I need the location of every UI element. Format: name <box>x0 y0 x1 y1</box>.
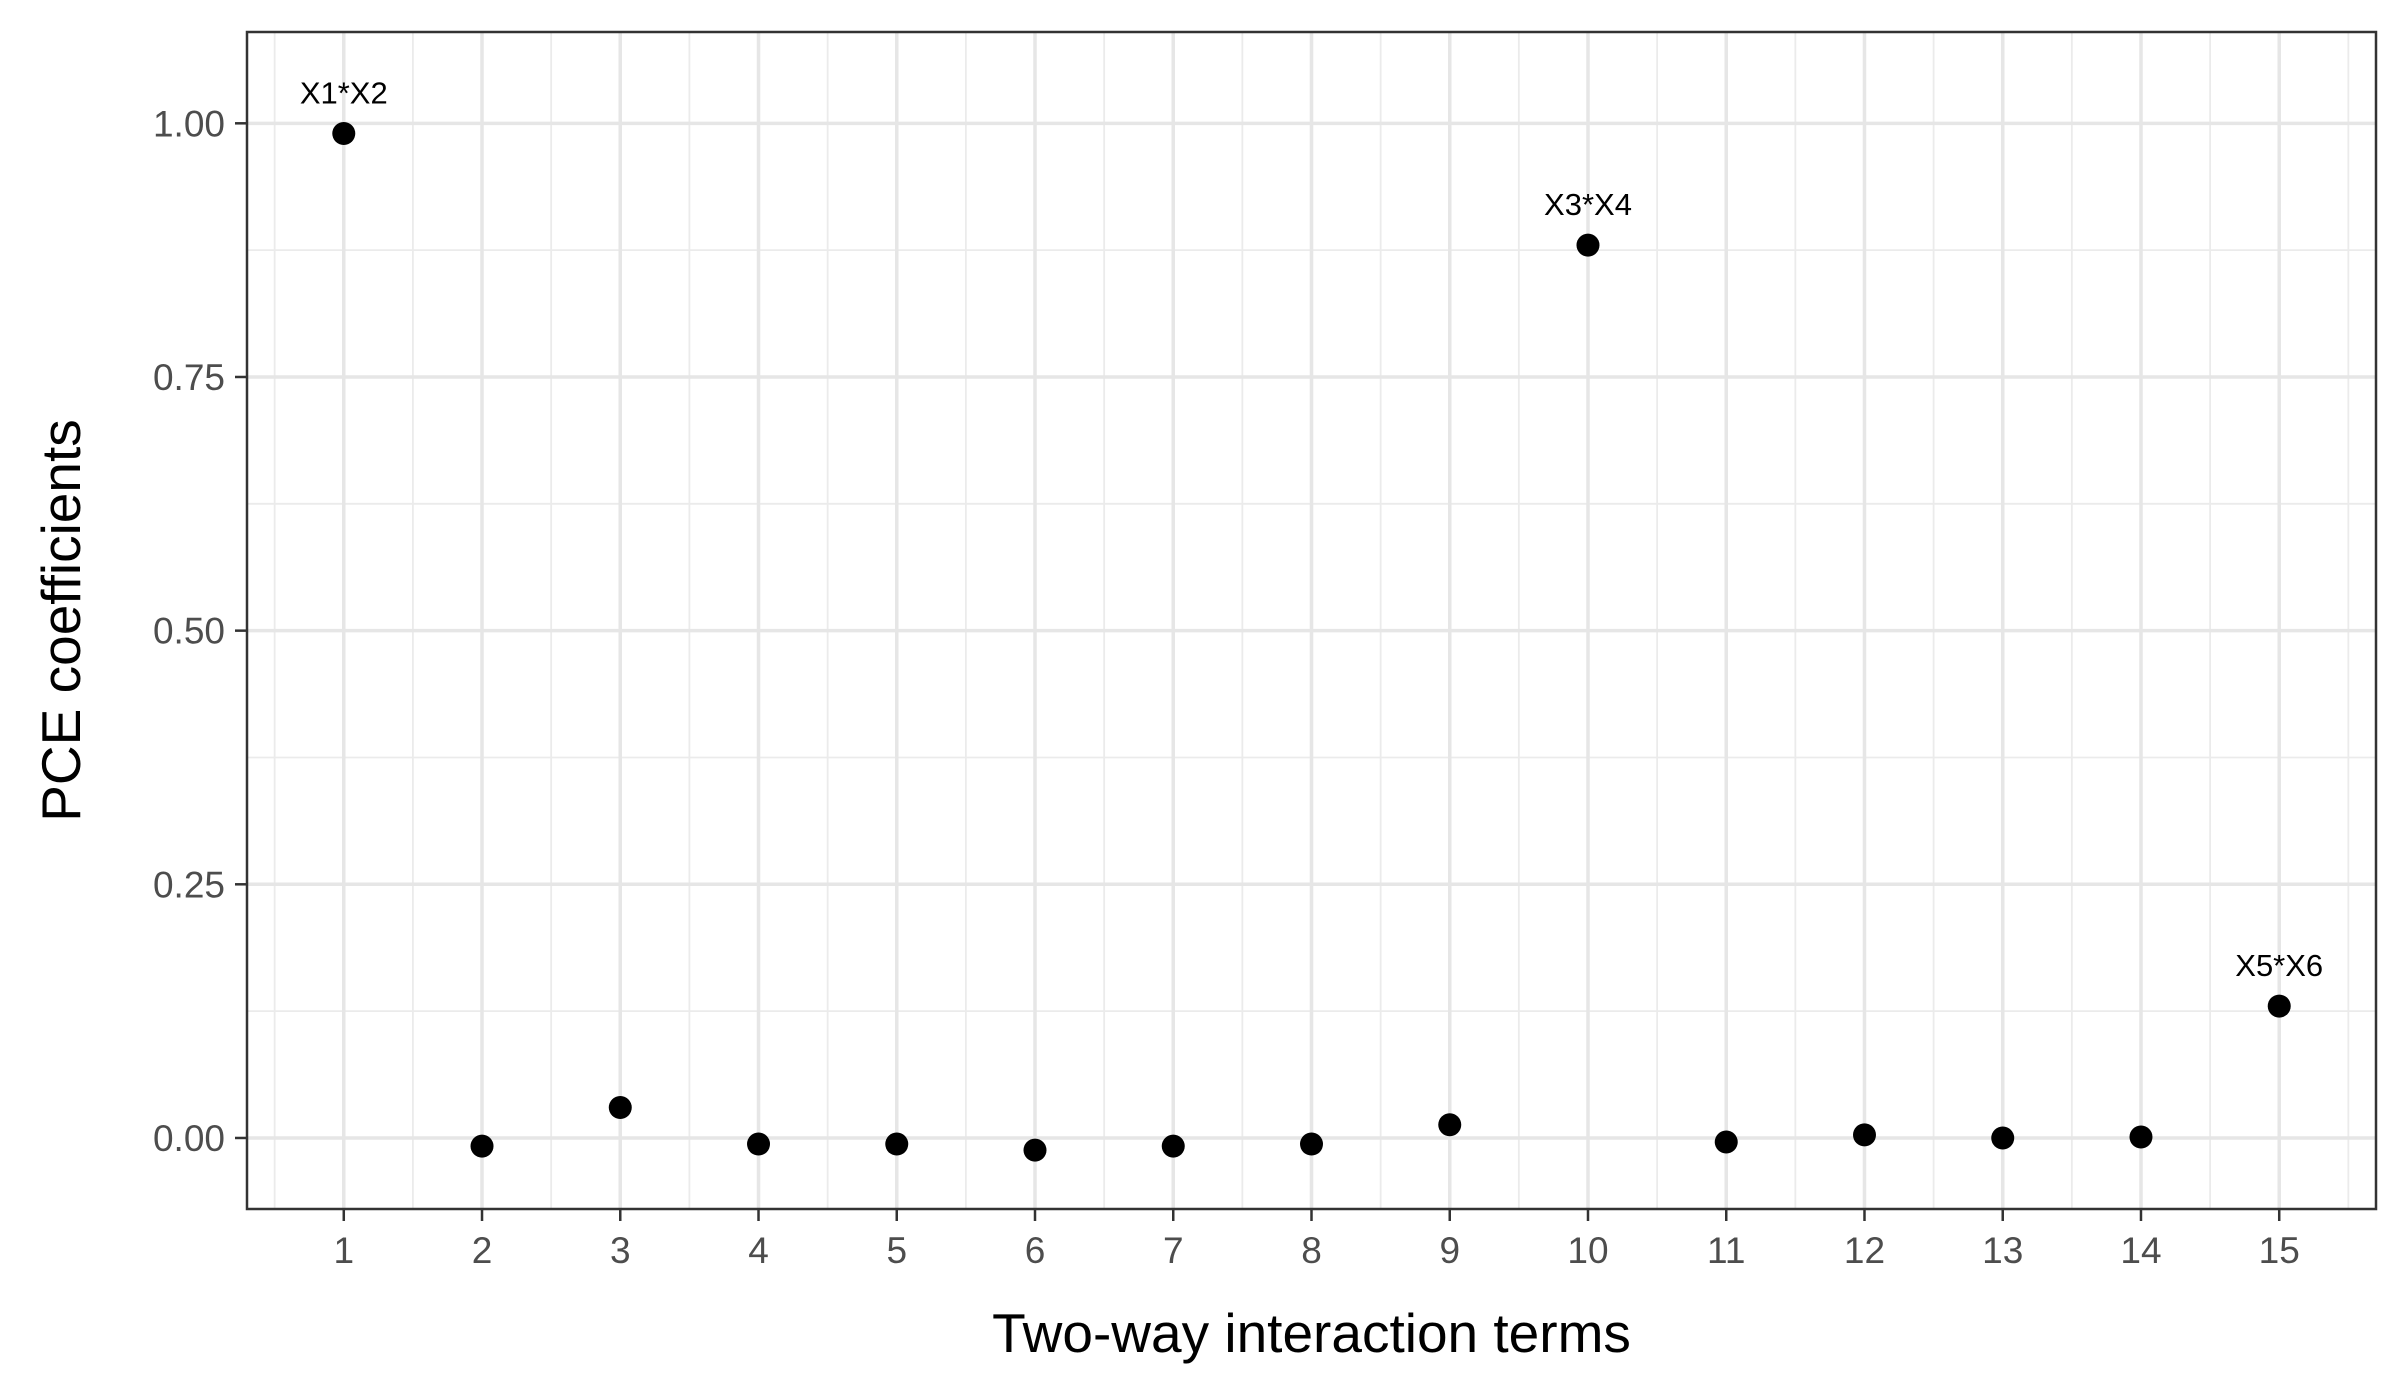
y-tick-label: 0.00 <box>153 1118 225 1159</box>
y-tick-label: 0.75 <box>153 357 225 398</box>
x-tick-label: 3 <box>610 1230 631 1271</box>
point-annotations: X1*X2 X3*X4 X5*X6 <box>300 75 2323 983</box>
point-annotation: X1*X2 <box>300 75 388 110</box>
x-tick-label: 12 <box>1844 1230 1885 1271</box>
x-tick-label: 9 <box>1439 1230 1460 1271</box>
y-tick-label: 0.50 <box>153 611 225 652</box>
x-tick-label: 4 <box>748 1230 769 1271</box>
x-axis-title: Two-way interaction terms <box>992 1302 1631 1364</box>
data-point <box>1991 1126 2015 1150</box>
data-point <box>2129 1125 2153 1149</box>
data-point <box>1714 1130 1738 1154</box>
y-axis-title: PCE coefficients <box>30 419 92 822</box>
data-point <box>1438 1113 1462 1137</box>
x-tick-label: 6 <box>1025 1230 1046 1271</box>
data-point <box>885 1132 909 1156</box>
x-tick-label: 15 <box>2259 1230 2300 1271</box>
data-point <box>608 1096 632 1120</box>
data-point <box>747 1132 771 1156</box>
x-tick-label: 11 <box>1707 1230 1745 1271</box>
data-point <box>2267 994 2291 1018</box>
data-point <box>1023 1138 1047 1162</box>
point-annotation: X3*X4 <box>1544 187 1632 222</box>
x-tick-label: 7 <box>1163 1230 1184 1271</box>
grid-major <box>247 32 2376 1209</box>
point-annotation: X5*X6 <box>2235 948 2323 983</box>
y-axis: 0.00 0.25 0.50 0.75 1.00 <box>153 103 247 1159</box>
data-point <box>1161 1134 1185 1158</box>
x-tick-label: 14 <box>2120 1230 2161 1271</box>
data-point <box>1576 233 1600 257</box>
x-tick-label: 5 <box>886 1230 907 1271</box>
y-tick-label: 0.25 <box>153 864 225 905</box>
x-tick-label: 10 <box>1567 1230 1608 1271</box>
x-tick-label: 13 <box>1982 1230 2023 1271</box>
data-points <box>332 121 2291 1162</box>
y-tick-label: 1.00 <box>153 103 225 144</box>
x-tick-label: 1 <box>333 1230 354 1271</box>
x-tick-label: 8 <box>1301 1230 1322 1271</box>
data-point <box>470 1134 494 1158</box>
data-point <box>1852 1123 1876 1147</box>
data-point <box>332 121 356 145</box>
x-tick-label: 2 <box>472 1230 493 1271</box>
data-point <box>1300 1132 1323 1156</box>
x-axis: 1 2 3 4 5 6 7 8 9 10 11 12 13 14 15 <box>333 1209 2300 1271</box>
